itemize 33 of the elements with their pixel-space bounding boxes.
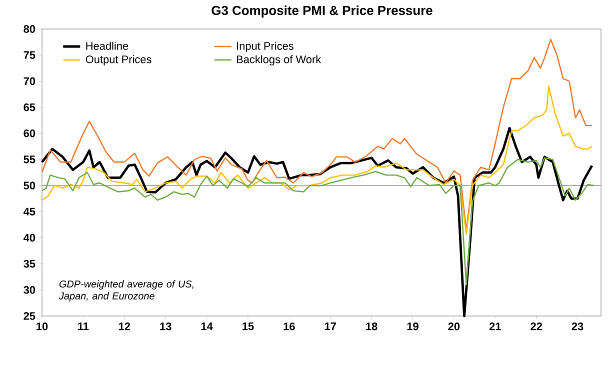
legend-label: Headline xyxy=(86,42,128,50)
x-tick-label: 10 xyxy=(36,322,48,330)
line-series xyxy=(40,126,594,318)
legend-label: Backlogs of Work xyxy=(236,55,322,66)
x-tick-label: 12 xyxy=(118,322,130,330)
y-tick-label: 50 xyxy=(24,182,36,190)
x-tick-label: 22 xyxy=(530,322,542,330)
y-tick-label: 60 xyxy=(24,129,36,138)
x-tick-label: 20 xyxy=(448,322,460,330)
x-tick-label: 18 xyxy=(366,322,378,330)
y-tick-label: 40 xyxy=(23,234,36,242)
x-tick-label: 21 xyxy=(489,322,501,330)
annotation: GDP-weighted average of US, Japan, and Eurozone xyxy=(58,280,194,302)
x-tick-label: 16 xyxy=(284,322,295,330)
x-tick-label: 11 xyxy=(78,322,89,330)
x-tick-label: 13 xyxy=(160,322,172,330)
y-tick-label: 55 xyxy=(24,156,36,164)
chart-title: G3 Composite PMI & Price Pressure xyxy=(212,6,432,18)
x-tick-label: 17 xyxy=(324,322,336,330)
legend-label: Output Prices xyxy=(86,55,152,66)
y-tick-label: 35 xyxy=(24,260,36,268)
x-tick-label: 19 xyxy=(407,322,418,330)
y-tick-label: 75 xyxy=(24,51,36,59)
y-tick-label: 70 xyxy=(24,77,36,86)
legend-label: Input Prices xyxy=(237,42,294,52)
x-tick-label: 15 xyxy=(242,322,254,330)
y-tick-label: 25 xyxy=(24,312,36,320)
y-tick-label: 80 xyxy=(24,25,36,33)
y-tick-label: 30 xyxy=(24,286,36,294)
x-tick-label: 14 xyxy=(201,322,213,330)
x-tick-label: 23 xyxy=(572,322,584,330)
y-tick-label: 45 xyxy=(23,208,36,216)
y-tick-label: 65 xyxy=(24,103,36,112)
